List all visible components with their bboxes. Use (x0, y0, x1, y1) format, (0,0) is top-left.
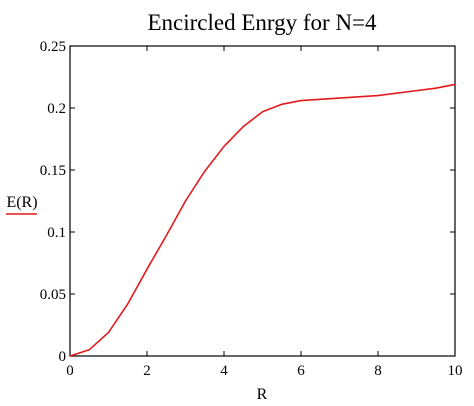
plot-frame (69, 45, 456, 357)
axis-tick-labels: 0 2 4 6 8 10 0 0.05 0.1 0.15 0.2 0.25 (40, 39, 463, 379)
chart-title: Encircled Enrgy for N=4 (147, 10, 377, 35)
y-tick-label: 0.25 (40, 39, 66, 55)
series-line-e-r (69, 83, 456, 357)
legend: E(R) (6, 194, 38, 215)
y-tick-label: 0.15 (40, 163, 66, 179)
x-tick-label: 8 (374, 363, 382, 379)
x-tick-label: 10 (448, 363, 463, 379)
y-tick-label: 0.2 (47, 101, 66, 117)
y-tick-label: 0.05 (40, 287, 66, 303)
y-tick-label: 0 (59, 349, 67, 365)
x-tick-label: 2 (143, 363, 151, 379)
x-tick-label: 0 (66, 363, 74, 379)
x-tick-label: 4 (220, 363, 228, 379)
x-tick-label: 6 (297, 363, 305, 379)
legend-label-e-r: E(R) (6, 194, 37, 211)
x-axis-label: R (257, 386, 268, 403)
y-tick-label: 0.1 (47, 225, 66, 241)
